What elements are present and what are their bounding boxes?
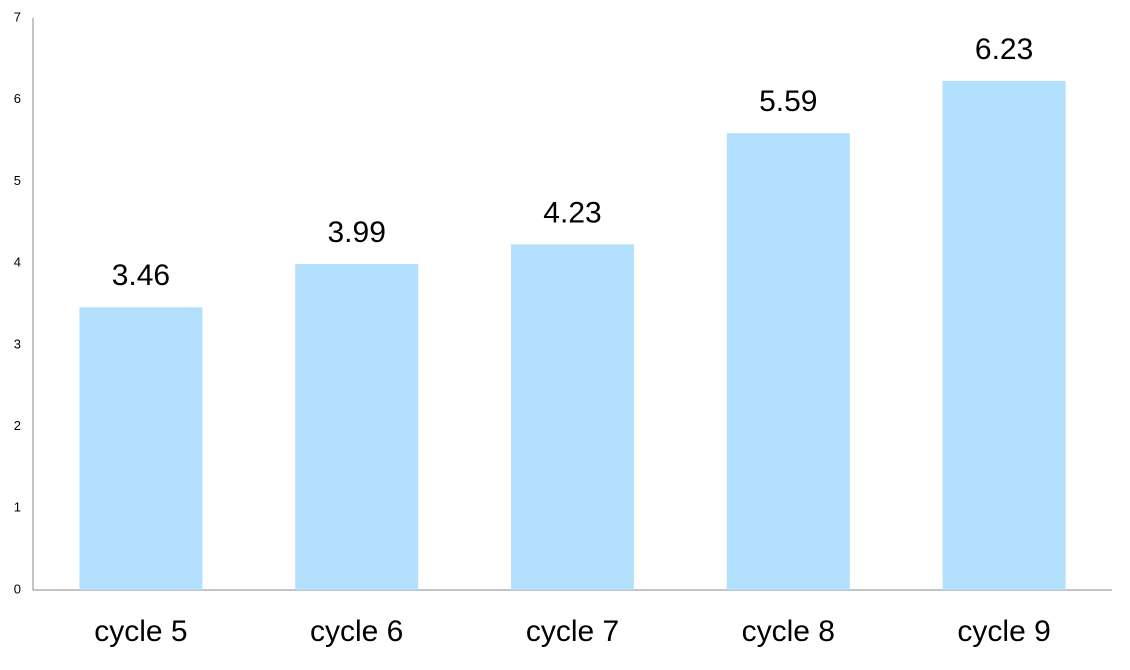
y-tick-label: 3 [14,336,21,351]
y-tick-label: 1 [14,500,21,515]
bar [726,133,850,590]
y-tick-label: 6 [14,91,21,106]
y-tick-label: 5 [14,173,21,188]
bar [79,307,203,590]
bar [942,80,1066,591]
bar [295,263,419,590]
x-tick-label: cycle 8 [742,615,835,648]
data-label: 3.46 [112,259,170,292]
y-tick-label: 0 [14,581,21,596]
bar [510,244,635,590]
y-tick-label: 4 [14,255,21,270]
data-label: 6.23 [975,33,1033,66]
y-tick-label: 2 [14,418,21,433]
x-tick-label: cycle 9 [957,615,1050,648]
data-label: 3.99 [328,216,386,249]
y-tick-label: 7 [14,9,21,24]
data-label: 4.23 [543,196,601,229]
x-tick-label: cycle 7 [526,615,619,648]
x-tick-label: cycle 6 [310,615,403,648]
data-label: 5.59 [759,85,817,118]
x-tick-label: cycle 5 [94,615,187,648]
